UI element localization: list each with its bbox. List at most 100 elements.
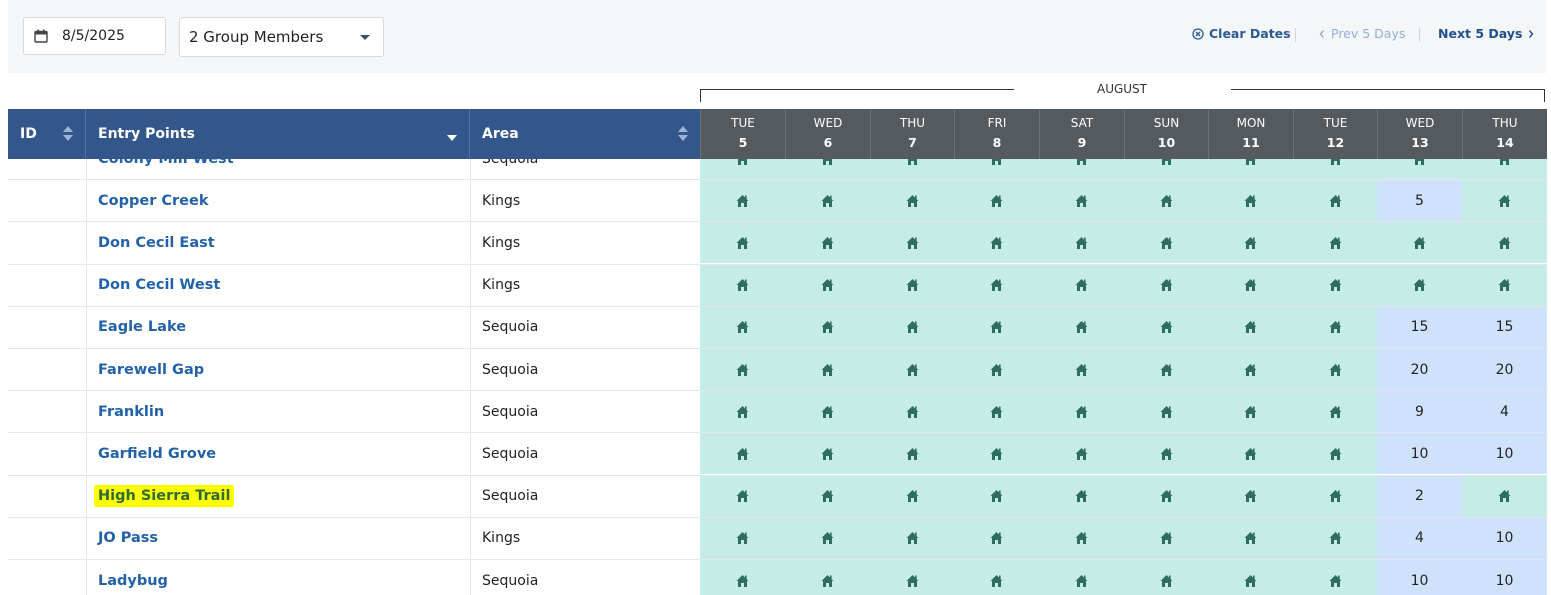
walk-up-cell[interactable]: [870, 433, 954, 475]
availability-count-cell[interactable]: 20: [1462, 349, 1547, 390]
walk-up-cell[interactable]: [785, 159, 870, 179]
entry-point-link[interactable]: JO Pass: [98, 530, 159, 547]
walk-up-cell[interactable]: [954, 560, 1039, 595]
walk-up-cell[interactable]: [700, 222, 785, 264]
availability-count-cell[interactable]: 5: [1377, 180, 1462, 222]
walk-up-cell[interactable]: [1208, 475, 1293, 517]
walk-up-cell[interactable]: [1124, 560, 1208, 595]
walk-up-cell[interactable]: [954, 306, 1039, 348]
walk-up-cell[interactable]: [785, 306, 870, 348]
clear-dates-button[interactable]: Clear Dates: [1192, 26, 1291, 41]
walk-up-cell[interactable]: [954, 349, 1039, 390]
walk-up-cell[interactable]: [1124, 433, 1208, 475]
walk-up-cell[interactable]: [1039, 475, 1124, 517]
walk-up-cell[interactable]: [954, 222, 1039, 264]
walk-up-cell[interactable]: [954, 264, 1039, 306]
walk-up-cell[interactable]: [1208, 433, 1293, 475]
availability-count-cell[interactable]: 15: [1462, 306, 1547, 348]
walk-up-cell[interactable]: [1293, 349, 1377, 390]
walk-up-cell[interactable]: [785, 517, 870, 559]
walk-up-cell[interactable]: [785, 433, 870, 475]
entry-point-link[interactable]: Copper Creek: [98, 192, 209, 209]
walk-up-cell[interactable]: [870, 306, 954, 348]
walk-up-cell[interactable]: [1377, 159, 1462, 179]
walk-up-cell[interactable]: [870, 517, 954, 559]
prev-days-button[interactable]: Prev 5 Days: [1318, 26, 1405, 41]
walk-up-cell[interactable]: [954, 159, 1039, 179]
entry-point-link[interactable]: High Sierra Trail: [94, 485, 235, 508]
column-header-entry-points[interactable]: Entry Points: [86, 109, 470, 159]
walk-up-cell[interactable]: [870, 264, 954, 306]
walk-up-cell[interactable]: [1293, 159, 1377, 179]
walk-up-cell[interactable]: [954, 180, 1039, 222]
walk-up-cell[interactable]: [1039, 180, 1124, 222]
walk-up-cell[interactable]: [1124, 159, 1208, 179]
walk-up-cell[interactable]: [785, 222, 870, 264]
walk-up-cell[interactable]: [1293, 560, 1377, 595]
walk-up-cell[interactable]: [1039, 349, 1124, 390]
walk-up-cell[interactable]: [700, 560, 785, 595]
walk-up-cell[interactable]: [1039, 159, 1124, 179]
walk-up-cell[interactable]: [1462, 264, 1547, 306]
walk-up-cell[interactable]: [870, 475, 954, 517]
availability-count-cell[interactable]: 10: [1377, 560, 1462, 595]
walk-up-cell[interactable]: [1208, 180, 1293, 222]
walk-up-cell[interactable]: [1039, 264, 1124, 306]
walk-up-cell[interactable]: [785, 349, 870, 390]
walk-up-cell[interactable]: [1124, 475, 1208, 517]
entry-point-link[interactable]: Farewell Gap: [98, 361, 205, 378]
walk-up-cell[interactable]: [1293, 264, 1377, 306]
walk-up-cell[interactable]: [1293, 180, 1377, 222]
walk-up-cell[interactable]: [1039, 306, 1124, 348]
walk-up-cell[interactable]: [1039, 517, 1124, 559]
walk-up-cell[interactable]: [870, 180, 954, 222]
walk-up-cell[interactable]: [954, 517, 1039, 559]
availability-count-cell[interactable]: 4: [1462, 391, 1547, 433]
walk-up-cell[interactable]: [785, 391, 870, 433]
walk-up-cell[interactable]: [1293, 306, 1377, 348]
walk-up-cell[interactable]: [1039, 391, 1124, 433]
walk-up-cell[interactable]: [870, 159, 954, 179]
walk-up-cell[interactable]: [1124, 306, 1208, 348]
walk-up-cell[interactable]: [1124, 349, 1208, 390]
walk-up-cell[interactable]: [1039, 560, 1124, 595]
walk-up-cell[interactable]: [1208, 517, 1293, 559]
entry-point-link[interactable]: Franklin: [98, 403, 165, 420]
walk-up-cell[interactable]: [1462, 159, 1547, 179]
walk-up-cell[interactable]: [1124, 180, 1208, 222]
walk-up-cell[interactable]: [1208, 222, 1293, 264]
walk-up-cell[interactable]: [870, 391, 954, 433]
availability-count-cell[interactable]: 4: [1377, 517, 1462, 559]
walk-up-cell[interactable]: [785, 180, 870, 222]
availability-count-cell[interactable]: 2: [1377, 475, 1462, 517]
walk-up-cell[interactable]: [1377, 222, 1462, 264]
walk-up-cell[interactable]: [700, 517, 785, 559]
walk-up-cell[interactable]: [1124, 391, 1208, 433]
walk-up-cell[interactable]: [785, 475, 870, 517]
entry-point-link[interactable]: Don Cecil East: [98, 234, 215, 251]
walk-up-cell[interactable]: [700, 180, 785, 222]
walk-up-cell[interactable]: [1293, 433, 1377, 475]
walk-up-cell[interactable]: [870, 222, 954, 264]
walk-up-cell[interactable]: [1293, 517, 1377, 559]
entry-point-link[interactable]: Eagle Lake: [98, 319, 187, 336]
availability-count-cell[interactable]: 9: [1377, 391, 1462, 433]
walk-up-cell[interactable]: [1039, 433, 1124, 475]
entry-point-link[interactable]: Garfield Grove: [98, 445, 217, 462]
walk-up-cell[interactable]: [700, 159, 785, 179]
walk-up-cell[interactable]: [700, 475, 785, 517]
group-members-select[interactable]: 2 Group Members: [179, 17, 384, 57]
entry-point-link[interactable]: Don Cecil West: [98, 277, 221, 294]
walk-up-cell[interactable]: [1293, 222, 1377, 264]
walk-up-cell[interactable]: [1208, 159, 1293, 179]
walk-up-cell[interactable]: [954, 475, 1039, 517]
walk-up-cell[interactable]: [1293, 391, 1377, 433]
walk-up-cell[interactable]: [1039, 222, 1124, 264]
availability-count-cell[interactable]: 10: [1462, 433, 1547, 475]
availability-count-cell[interactable]: 10: [1462, 560, 1547, 595]
walk-up-cell[interactable]: [785, 560, 870, 595]
walk-up-cell[interactable]: [1124, 222, 1208, 264]
next-days-button[interactable]: Next 5 Days: [1438, 26, 1535, 41]
availability-count-cell[interactable]: 15: [1377, 306, 1462, 348]
walk-up-cell[interactable]: [700, 349, 785, 390]
